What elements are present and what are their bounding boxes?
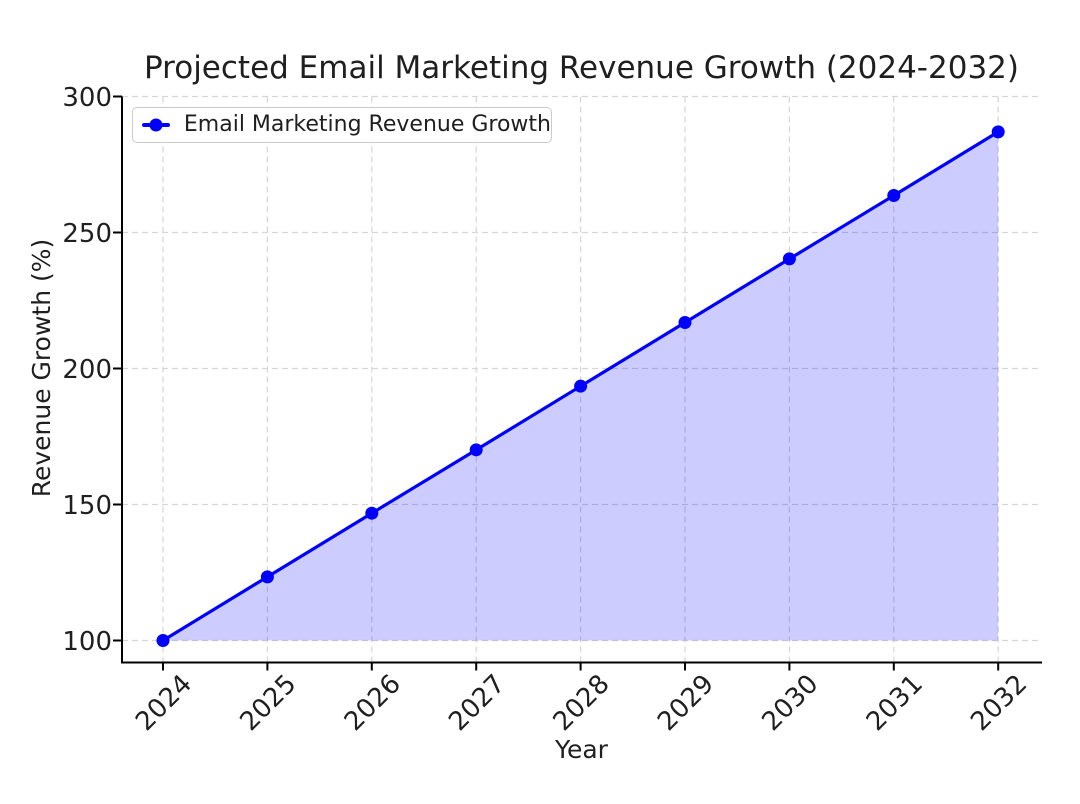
- y-tick-label: 150: [62, 491, 112, 521]
- x-tick-label: 2026: [339, 669, 407, 737]
- legend-line-marker-icon: [142, 118, 170, 132]
- legend: Email Marketing Revenue Growth: [132, 107, 552, 143]
- data-point-marker: [991, 125, 1005, 139]
- y-tick-label: 200: [62, 355, 112, 385]
- data-point-marker: [782, 252, 796, 266]
- chart-title: Projected Email Marketing Revenue Growth…: [144, 50, 1019, 86]
- legend-label: Email Marketing Revenue Growth: [183, 112, 551, 137]
- data-point-marker: [678, 316, 692, 330]
- x-tick-label: 2030: [756, 669, 824, 737]
- x-tick-label: 2029: [652, 669, 720, 737]
- x-tick-label: 2028: [548, 669, 616, 737]
- x-tick-label: 2024: [130, 669, 198, 737]
- y-axis-label: Revenue Growth (%): [27, 238, 56, 498]
- x-tick-label: 2032: [965, 669, 1033, 737]
- x-tick-label: 2025: [234, 669, 302, 737]
- data-point-marker: [260, 570, 274, 584]
- legend-marker-dot-icon: [149, 118, 163, 132]
- data-point-marker: [574, 379, 588, 393]
- x-axis-label: Year: [555, 735, 608, 764]
- data-point-marker: [365, 506, 379, 520]
- y-tick-label: 300: [62, 83, 112, 113]
- x-tick-label: 2031: [861, 669, 929, 737]
- y-tick-label: 100: [62, 627, 112, 657]
- data-point-marker: [469, 443, 483, 457]
- x-tick-label: 2027: [443, 669, 511, 737]
- y-tick-label: 250: [62, 219, 112, 249]
- data-point-marker: [887, 189, 901, 203]
- data-point-marker: [156, 634, 170, 647]
